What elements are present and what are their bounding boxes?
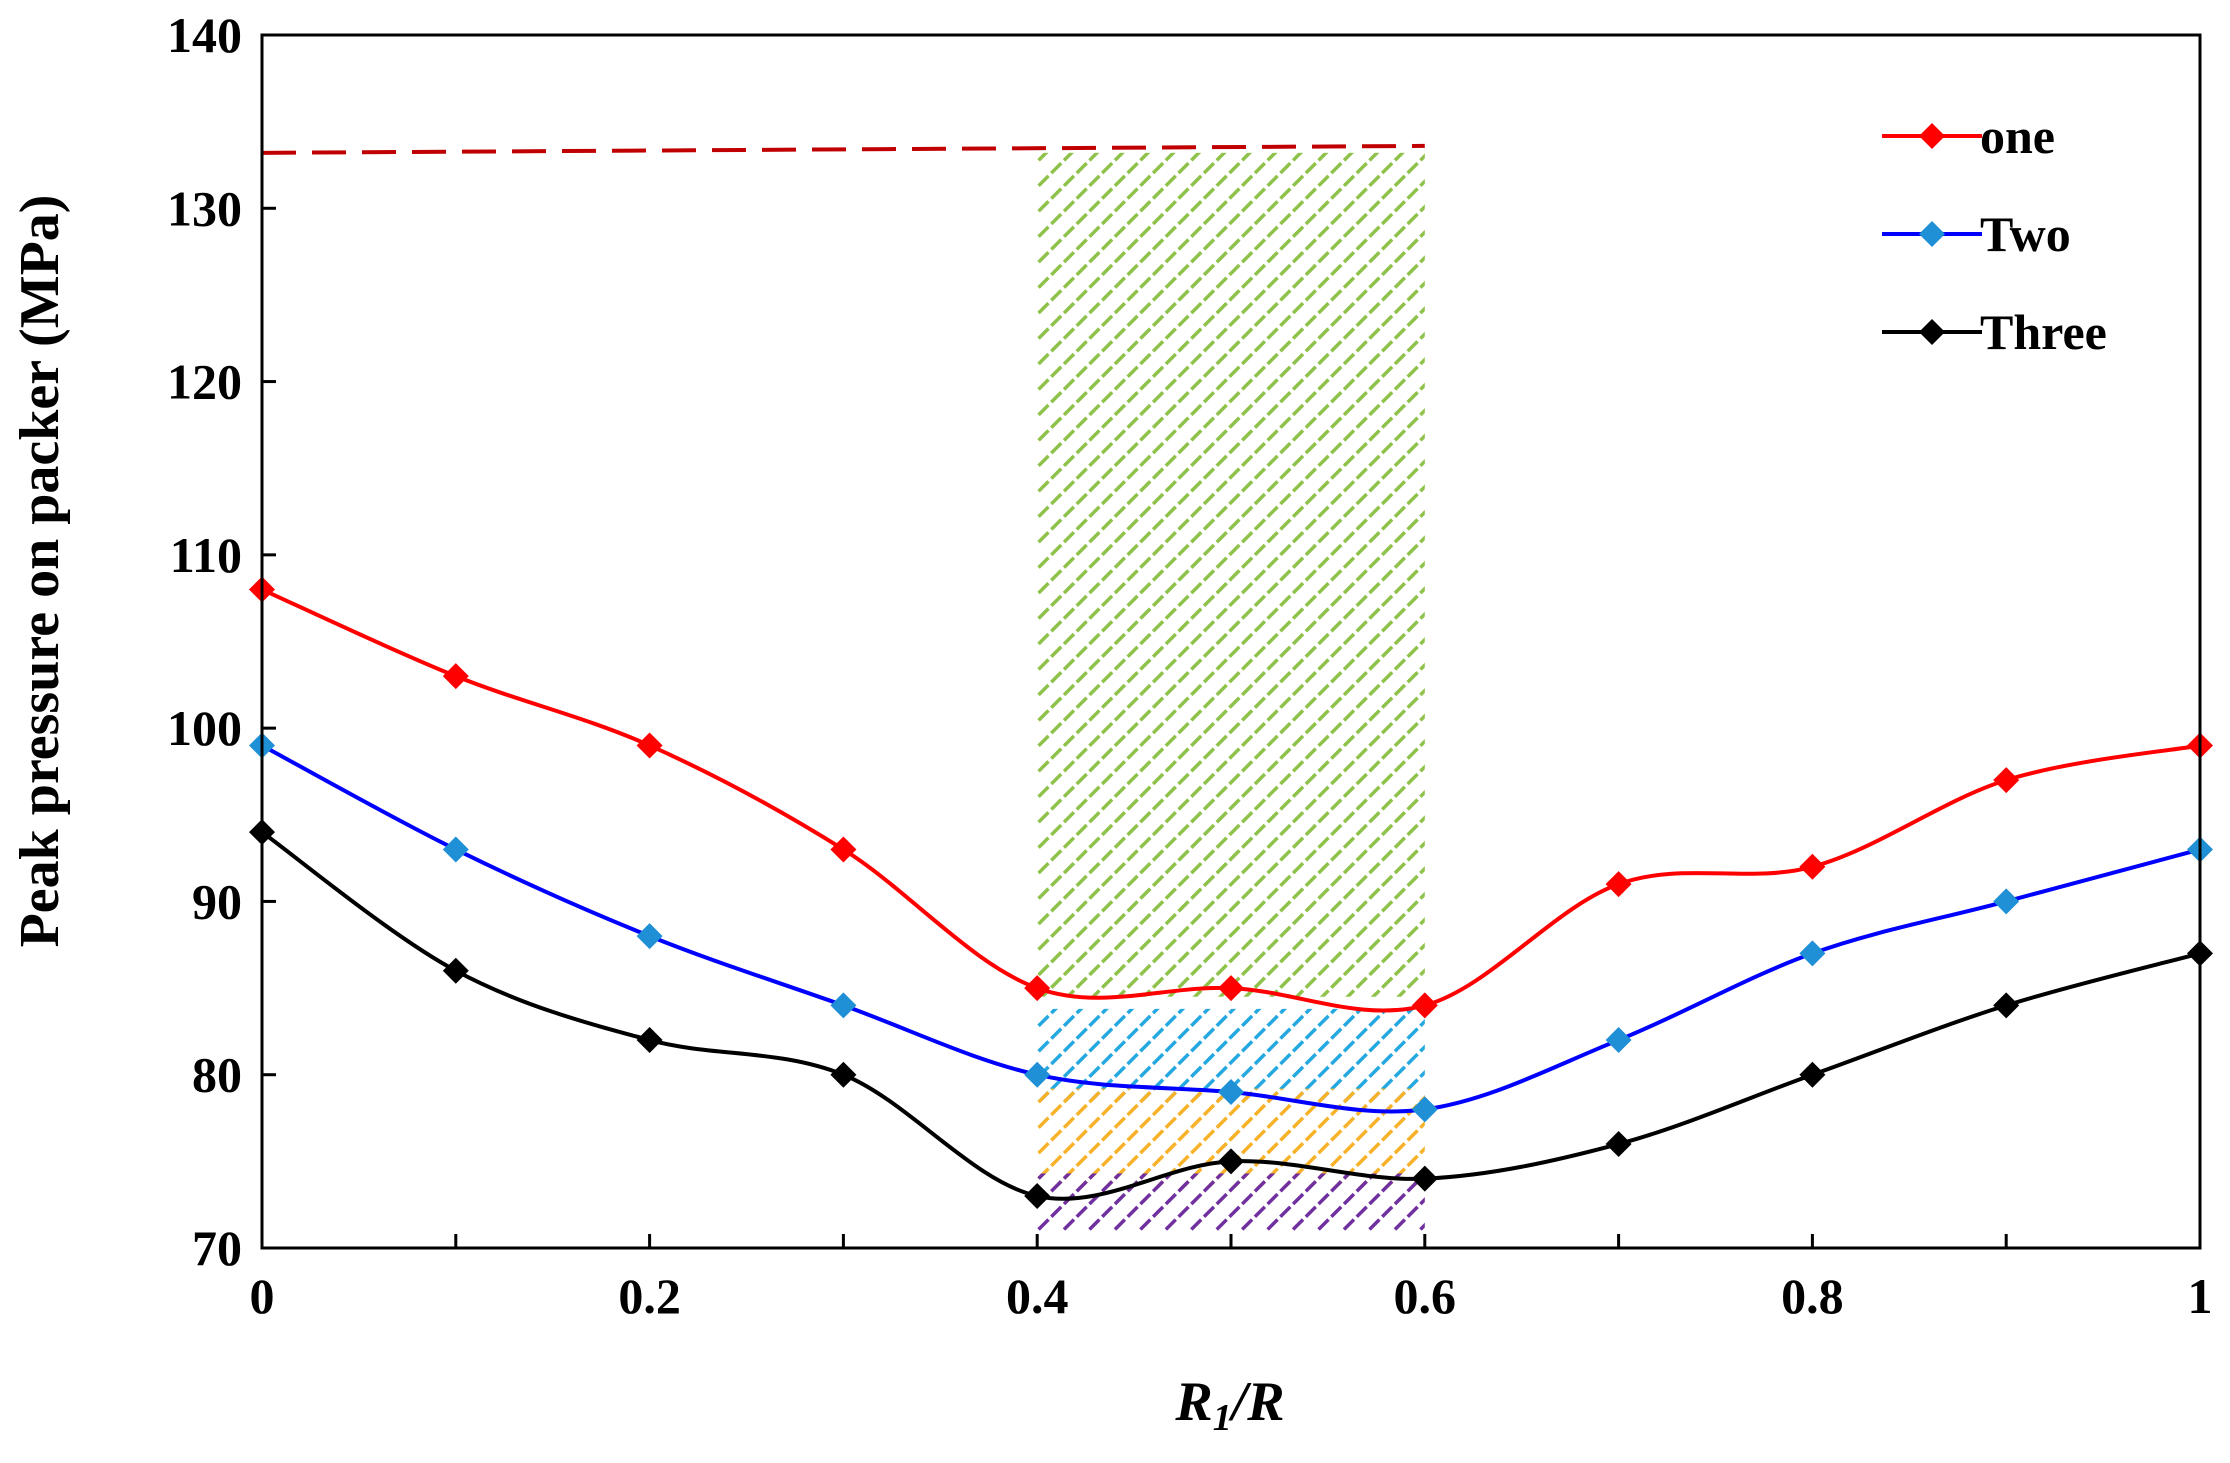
legend-item-one: one: [1882, 108, 2055, 164]
hatched-region-purple: [1037, 1173, 1425, 1231]
legend-label: Two: [1980, 206, 2071, 262]
data-point-two-6: [1411, 1096, 1438, 1123]
series-two: [249, 732, 2213, 1123]
reference-dashed-line: [261, 143, 1425, 155]
data-point-two-3: [830, 992, 857, 1019]
legend-label: one: [1980, 108, 2055, 164]
x-tick-label: 0: [250, 1268, 275, 1324]
legend-label: Three: [1980, 304, 2107, 360]
x-tick-label: 0.4: [1006, 1268, 1069, 1324]
data-point-one-7: [1605, 871, 1632, 898]
x-axis-title-rest: /R: [1228, 1371, 1285, 1433]
data-point-two-5: [1218, 1079, 1244, 1106]
hatched-regions: [1037, 152, 1425, 1231]
legend-item-three: Three: [1882, 304, 2107, 360]
series-lines: [249, 576, 2213, 1210]
series-one: [249, 576, 2213, 1019]
data-point-three-4: [1024, 1183, 1051, 1210]
legend-marker: [1919, 221, 1945, 247]
data-point-three-3: [830, 1061, 857, 1088]
data-point-two-4: [1024, 1061, 1051, 1088]
y-axis-ticks: 70 80 90 100 110 120 130 140: [167, 7, 276, 1276]
data-point-three-1: [442, 957, 469, 984]
y-axis-title: Peak pressure on packer (MPa): [9, 195, 71, 948]
data-point-three-7: [1605, 1131, 1632, 1158]
x-axis-title-subscript: 1: [1213, 1397, 1232, 1439]
data-point-two-2: [636, 923, 663, 950]
data-point-one-4: [1024, 975, 1051, 1002]
x-axis-title: R1/R: [1174, 1371, 1284, 1439]
series-three: [249, 819, 2213, 1210]
data-point-three-9: [1993, 992, 2020, 1019]
x-axis-ticks: 0 0.2 0.4 0.6 0.8 1: [250, 1234, 2213, 1324]
data-point-one-9: [1993, 767, 2020, 794]
legend-marker: [1919, 123, 1945, 149]
data-point-two-9: [1993, 888, 2020, 915]
data-point-three-2: [636, 1027, 663, 1054]
x-axis-title-main: R: [1174, 1371, 1212, 1433]
data-point-one-6: [1411, 992, 1438, 1019]
data-point-two-8: [1799, 940, 1826, 967]
y-tick-label: 80: [192, 1047, 242, 1103]
data-point-two-1: [442, 836, 469, 863]
x-tick-label: 1: [2188, 1268, 2213, 1324]
legend-marker: [1919, 319, 1945, 345]
y-tick-label: 70: [192, 1220, 242, 1276]
data-point-one-3: [830, 836, 857, 863]
y-tick-label: 140: [167, 7, 242, 63]
y-tick-label: 130: [167, 180, 242, 236]
y-tick-label: 100: [167, 700, 242, 756]
legend: one Two Three: [1882, 108, 2107, 360]
hatched-region-green: [1037, 152, 1425, 997]
reference-line: [261, 143, 1425, 155]
x-tick-label: 0.6: [1394, 1268, 1457, 1324]
data-point-three-5: [1218, 1148, 1244, 1175]
y-tick-label: 110: [170, 527, 242, 583]
data-point-three-8: [1799, 1061, 1826, 1088]
y-tick-label: 120: [167, 354, 242, 410]
data-point-one-8: [1799, 853, 1826, 880]
legend-item-two: Two: [1882, 206, 2071, 262]
x-tick-label: 0.8: [1781, 1268, 1844, 1324]
data-point-one-1: [442, 663, 469, 690]
data-point-three-6: [1411, 1165, 1438, 1192]
data-point-one-5: [1218, 975, 1244, 1002]
data-point-one-2: [636, 732, 663, 759]
data-point-two-7: [1605, 1027, 1632, 1054]
x-tick-label: 0.2: [618, 1268, 681, 1324]
y-tick-label: 90: [192, 873, 242, 929]
